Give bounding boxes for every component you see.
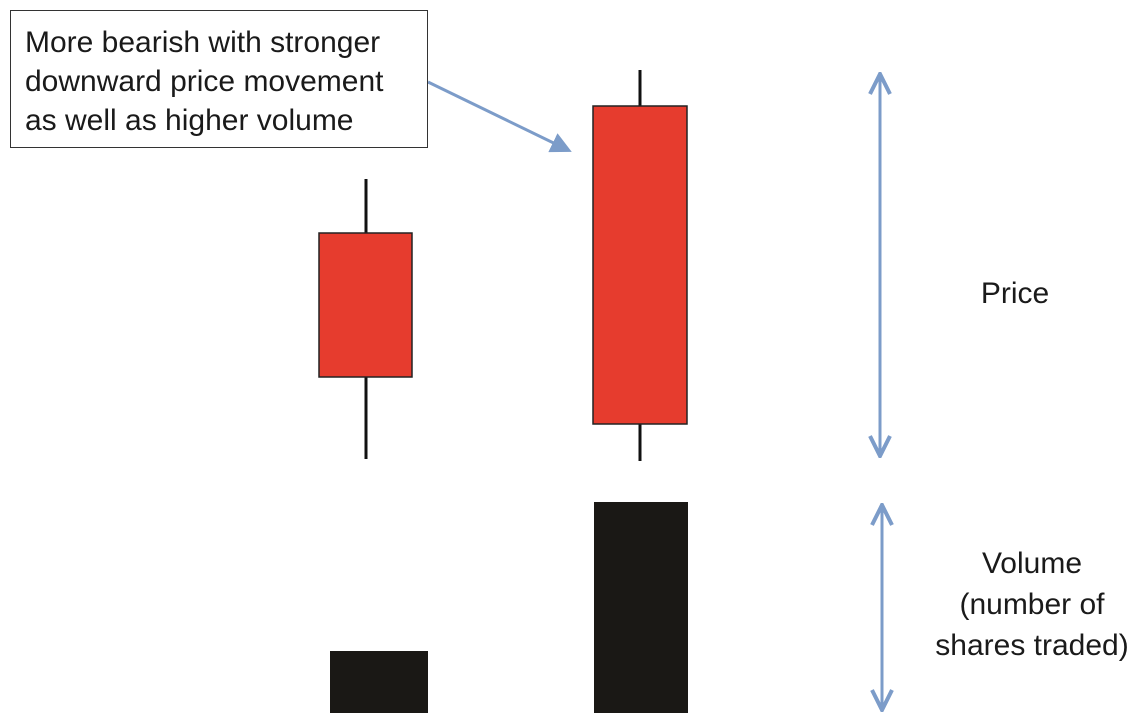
volume-label-line-3: shares traded) xyxy=(935,629,1129,662)
volume-label: Volume (number of shares traded) xyxy=(912,543,1140,666)
small-candle-body xyxy=(318,232,413,378)
small-volume-bar xyxy=(330,651,428,713)
large-bearish-candle xyxy=(592,70,688,461)
callout-line-3: as well as higher volume xyxy=(25,104,354,137)
large-candle-body xyxy=(592,105,688,425)
price-label: Price xyxy=(940,273,1090,314)
price-label-text: Price xyxy=(980,277,1050,310)
large-volume-bar xyxy=(594,502,688,713)
volume-label-line-2: (number of xyxy=(959,588,1105,621)
callout-pointer-arrow xyxy=(427,80,572,153)
small-bearish-candle xyxy=(318,179,413,459)
volume-label-line-1: Volume xyxy=(981,547,1083,580)
callout-line-1: More bearish with stronger xyxy=(25,26,381,59)
annotation-callout-box: More bearish with stronger downward pric… xyxy=(10,10,428,148)
callout-line-2: downward price movement xyxy=(25,65,384,98)
